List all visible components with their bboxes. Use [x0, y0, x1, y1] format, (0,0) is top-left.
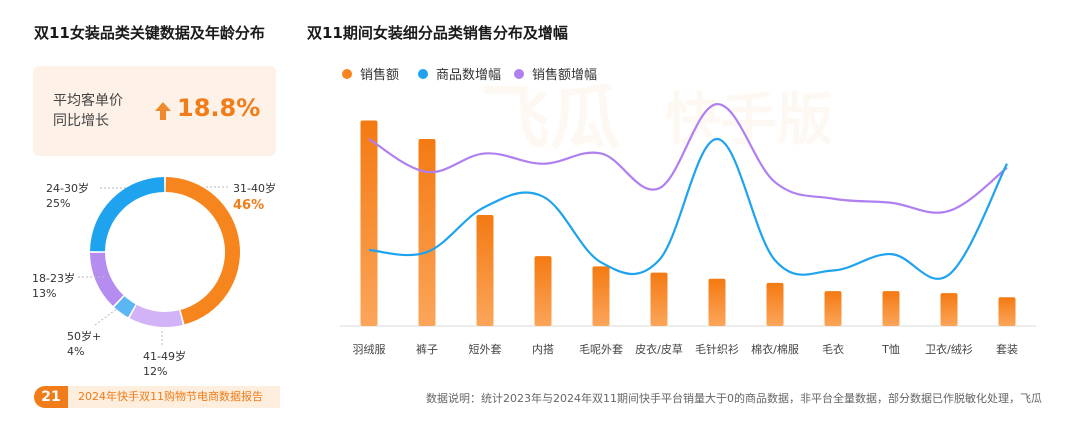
- line-series-1: [368, 137, 1008, 280]
- x-tick-label-0: 羽绒服: [353, 343, 386, 356]
- bar-10: [940, 293, 958, 326]
- x-tick-label-10: 卫衣/绒衫: [925, 342, 973, 356]
- data-note: 数据说明：统计2023年与2024年双11期间快手平台销量大于0的商品数据，非平…: [426, 392, 1042, 405]
- donut-label-24-30: 24-30岁 25%: [46, 182, 89, 210]
- bar-11: [998, 297, 1016, 326]
- line-series-2: [368, 103, 1008, 214]
- arrow-up-icon: [155, 102, 171, 120]
- legend-item-count-growth: 商品数增幅: [418, 64, 501, 83]
- x-tick-label-3: 内搭: [532, 342, 554, 356]
- legend-item-count-growth-dot: [418, 68, 428, 79]
- bar-9: [882, 291, 900, 326]
- donut-label-50plus: 50岁+ 4%: [67, 330, 102, 358]
- donut-label-31-40: 31-40岁 46%: [233, 182, 276, 213]
- donut-segment-2: [114, 296, 136, 318]
- x-tick-label-2: 短外套: [469, 342, 502, 356]
- kpi-card: 平均客单价 同比增长 18.8%: [33, 66, 276, 156]
- bar-1: [418, 139, 436, 326]
- x-tick-label-11: 套装: [996, 343, 1018, 356]
- left-section-title: 双11女装品类关键数据及年龄分布: [34, 24, 265, 42]
- bar-0: [360, 120, 378, 326]
- age-donut-chart: [78, 177, 241, 345]
- x-tick-label-7: 棉衣/棉服: [751, 342, 799, 356]
- x-tick-label-5: 皮衣/皮草: [635, 342, 683, 356]
- right-section-title: 双11期间女装细分品类销售分布及增幅: [307, 24, 568, 42]
- kpi-label-line2: 同比增长: [53, 113, 109, 129]
- bar-3: [534, 256, 552, 326]
- legend-sales-dot: [342, 68, 352, 79]
- bar-7: [766, 282, 784, 326]
- x-tick-label-4: 毛呢外套: [579, 343, 623, 356]
- donut-segment-0: [165, 177, 241, 325]
- donut-label-18-23: 18-23岁 13%: [32, 272, 75, 300]
- donut-leader-line-3: [94, 307, 119, 326]
- page-number-badge: 21: [34, 386, 68, 408]
- bar-5: [650, 272, 668, 326]
- donut-segment-1: [129, 304, 183, 327]
- x-tick-label-9: T恤: [881, 343, 900, 356]
- legend-sales-growth: 销售额增幅: [514, 64, 597, 83]
- donut-segment-3: [90, 252, 124, 307]
- bar-2: [476, 215, 494, 326]
- bar-8: [824, 291, 842, 326]
- legend-sales-growth-dot: [514, 68, 524, 79]
- x-tick-label-8: 毛衣: [822, 342, 844, 356]
- bar-6: [708, 278, 726, 326]
- kpi-value: 18.8%: [177, 94, 261, 122]
- x-tick-label-6: 毛针织衫: [695, 342, 739, 356]
- report-title-tag: 2024年快手双11购物节电商数据报告: [68, 386, 280, 408]
- watermark-brand: 飞瓜: [480, 77, 620, 159]
- x-tick-label-1: 裤子: [416, 342, 438, 356]
- legend-sales: 销售额: [342, 64, 399, 83]
- donut-segment-4: [90, 177, 165, 252]
- category-sales-chart: 羽绒服 裤子 短外套 内搭 毛呢外套 皮衣/皮草 毛针织衫 棉衣/棉服 毛衣 T恤 卫衣/绒衫 套装: [340, 103, 1036, 356]
- donut-label-41-49: 41-49岁 12%: [143, 350, 186, 378]
- kpi-label-line1: 平均客单价: [53, 93, 123, 109]
- bar-4: [592, 266, 610, 326]
